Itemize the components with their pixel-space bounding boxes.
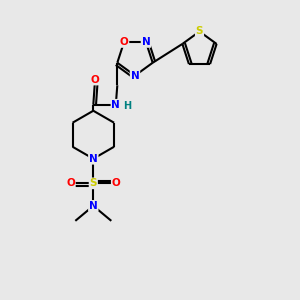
Text: N: N — [142, 37, 150, 47]
Text: N: N — [111, 100, 120, 110]
Text: N: N — [89, 201, 98, 211]
Text: S: S — [196, 26, 203, 37]
Text: O: O — [120, 37, 128, 47]
Text: O: O — [66, 178, 75, 188]
Text: H: H — [123, 101, 131, 111]
Text: N: N — [130, 70, 140, 81]
Text: O: O — [90, 74, 99, 85]
Text: N: N — [89, 154, 98, 164]
Text: S: S — [90, 178, 97, 188]
Text: O: O — [112, 178, 121, 188]
